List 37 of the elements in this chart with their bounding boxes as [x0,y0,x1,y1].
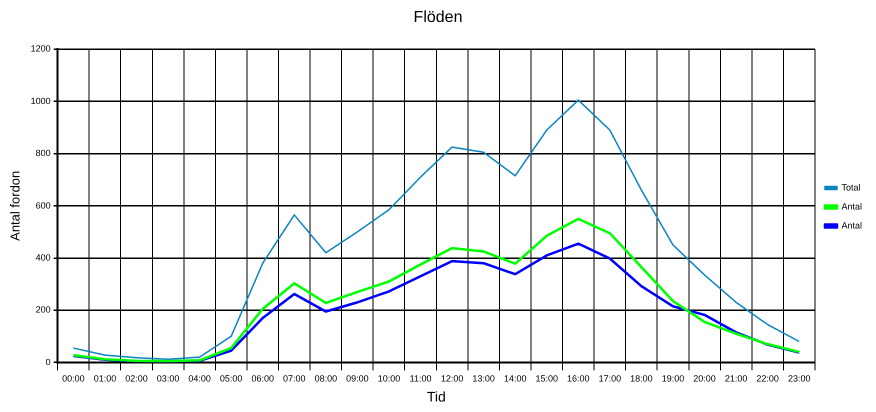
x-tick-label: 00:00 [62,373,85,384]
legend-label: Antal [841,220,862,230]
legend-label: Total [841,182,860,192]
x-tick-label: 16:00 [567,373,590,384]
x-tick-label: 05:00 [220,373,242,384]
x-tick-label: 12:00 [440,373,464,384]
x-tick-label: 18:00 [630,373,653,384]
x-tick-label: 06:00 [251,373,274,384]
y-tick-label: 1000 [30,96,51,106]
x-tick-label: 21:00 [724,373,748,384]
x-tick-label: 13:00 [472,373,495,384]
x-tick-label: 22:00 [756,373,779,384]
x-tick-label: 17:00 [598,373,622,384]
x-tick-label: 23:00 [788,373,810,384]
x-tick-label: 20:00 [693,373,716,384]
chart-title: Flöden [414,9,462,26]
y-tick-label: 1200 [30,44,51,54]
x-tick-label: 09:00 [346,373,369,384]
x-tick-label: 03:00 [156,373,180,384]
legend-label: Antal [841,201,862,212]
y-tick-label: 200 [36,304,51,315]
x-tick-label: 10:00 [378,373,400,384]
x-tick-label: 19:00 [662,373,684,384]
y-axis-title: Antal fordon [7,170,22,241]
x-tick-label: 11:00 [410,373,432,384]
y-tick-label: 600 [36,200,51,210]
x-tick-label: 04:00 [188,373,211,384]
x-tick-label: 02:00 [125,373,148,384]
x-axis-title: Tid [426,388,446,404]
x-tick-label: 15:00 [535,373,558,384]
x-tick-label: 07:00 [283,373,306,384]
x-tick-label: 08:00 [314,373,338,384]
x-tick-label: 01:00 [94,373,116,384]
y-tick-label: 400 [36,252,51,262]
y-tick-label: 0 [46,356,51,367]
y-tick-label: 800 [36,148,51,158]
x-tick-label: 14:00 [504,373,526,384]
